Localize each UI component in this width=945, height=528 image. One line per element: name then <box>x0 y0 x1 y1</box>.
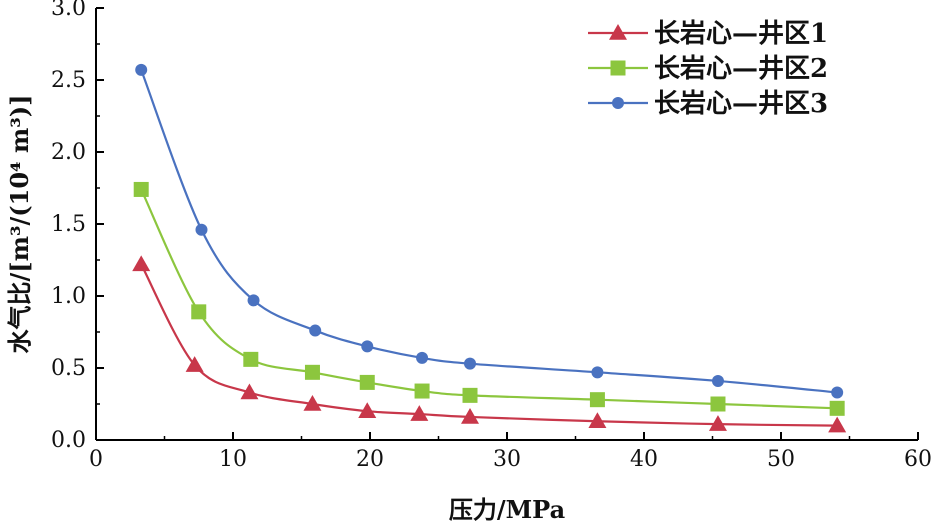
legend-label: 长岩心—井区2 <box>654 54 828 84</box>
series-2-point <box>829 400 845 416</box>
series-1-point <box>185 356 204 372</box>
legend-label: 长岩心—井区3 <box>654 89 828 119</box>
series-1-point <box>358 402 377 418</box>
series-2-point <box>359 374 375 390</box>
legend-label: 长岩心—井区1 <box>654 19 828 49</box>
y-axis-title: 水气比/[m³/(10⁴ m³)] <box>5 94 34 353</box>
y-tick-label: 1.5 <box>51 212 86 237</box>
legend-marker <box>610 60 626 76</box>
legend: 长岩心—井区1 长岩心—井区2 长岩心—井区3 <box>588 19 828 119</box>
series-2-point <box>710 396 726 412</box>
series-1 <box>132 255 847 433</box>
series-3-point <box>309 324 322 337</box>
x-tick-label: 10 <box>219 447 247 472</box>
x-tick-label: 30 <box>493 447 521 472</box>
series-1-point <box>828 416 847 433</box>
series-2-line <box>140 188 838 410</box>
series-2 <box>133 181 845 416</box>
legend-item-2: 长岩心—井区2 <box>588 54 828 84</box>
series-1-point <box>410 405 429 421</box>
y-tick-label: 3.0 <box>51 0 86 21</box>
x-tick-label: 20 <box>356 447 384 472</box>
series-3-point <box>711 374 724 387</box>
legend-marker <box>612 97 624 109</box>
y-tick-label: 2.0 <box>51 140 86 165</box>
y-tick-label: 2.5 <box>51 68 86 93</box>
series-2-point <box>462 387 478 403</box>
series-1-point <box>708 415 727 431</box>
y-tick-label: 1.0 <box>51 284 86 309</box>
series-1-point <box>461 407 480 424</box>
series-1-point <box>588 412 607 429</box>
series-3-point <box>195 223 208 236</box>
series-2-point <box>133 181 149 197</box>
series-1-point <box>240 383 259 400</box>
series-2-point <box>414 383 430 399</box>
series-1-point <box>303 395 322 411</box>
series-3-point <box>591 366 604 379</box>
x-tick-label: 40 <box>630 447 658 472</box>
legend-marker <box>609 24 627 40</box>
x-tick-label: 0 <box>89 447 103 472</box>
series-2-point <box>243 351 259 367</box>
series-3-line <box>140 69 838 394</box>
series-2-point <box>191 304 207 320</box>
x-axis-title: 压力/MPa <box>449 495 565 524</box>
x-tick-label: 50 <box>767 447 795 472</box>
series-1-point <box>132 255 151 272</box>
series-2-point <box>589 392 605 408</box>
series-3-point <box>464 357 477 370</box>
series-3-point <box>361 340 374 353</box>
series-3 <box>135 63 844 399</box>
series-3-point <box>247 294 260 307</box>
axes: 0 10 20 30 40 50 60 0.0 0.5 1.0 1.5 2.0 2.5 3.0 <box>51 0 932 472</box>
series-2-point <box>304 364 320 380</box>
series-3-point <box>135 63 148 76</box>
y-tick-label: 0.0 <box>51 428 86 453</box>
series-1-line <box>140 263 838 427</box>
legend-item-3: 长岩心—井区3 <box>588 89 828 119</box>
y-tick-label: 0.5 <box>51 356 86 381</box>
series-layer <box>132 63 847 433</box>
series-3-point <box>416 351 429 364</box>
x-tick-label: 60 <box>904 447 932 472</box>
series-3-point <box>831 386 844 399</box>
legend-item-1: 长岩心—井区1 <box>588 19 828 49</box>
